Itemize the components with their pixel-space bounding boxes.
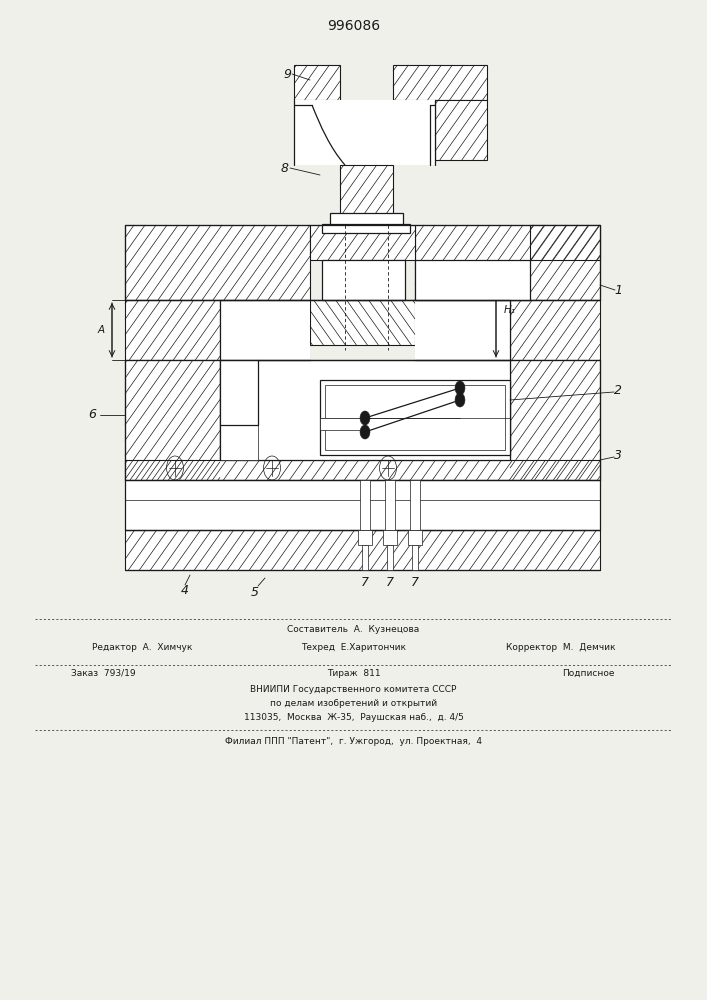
Text: по делам изобретений и открытий: по делам изобретений и открытий	[270, 698, 437, 708]
Bar	[435, 100, 487, 160]
Bar	[320, 418, 365, 430]
Circle shape	[455, 381, 465, 395]
Text: Филиал ППП "Патент",  г. Ужгород,  ул. Проектная,  4: Филиал ППП "Патент", г. Ужгород, ул. Про…	[225, 738, 482, 746]
Bar	[322, 224, 410, 233]
Text: 3: 3	[614, 449, 622, 462]
Bar	[510, 300, 600, 360]
Bar	[125, 360, 220, 480]
Text: Тираж  811: Тираж 811	[327, 668, 380, 678]
Text: H: H	[490, 275, 498, 285]
Bar	[125, 225, 310, 300]
Bar	[383, 530, 397, 545]
Bar	[530, 225, 600, 260]
Bar	[408, 530, 422, 545]
Bar	[410, 480, 420, 530]
Bar	[362, 545, 368, 570]
Text: Техред  Е.Харитончик: Техред Е.Харитончик	[301, 643, 406, 652]
Bar	[125, 530, 600, 570]
Bar	[125, 460, 600, 480]
Bar	[387, 545, 393, 570]
Bar	[393, 65, 487, 100]
Text: 4: 4	[181, 583, 189, 596]
Text: h: h	[345, 394, 351, 404]
Text: 2: 2	[614, 383, 622, 396]
Bar	[415, 300, 510, 360]
Text: 1: 1	[614, 284, 622, 296]
Text: H₁: H₁	[504, 305, 516, 315]
Text: ВНИИПИ Государственного комитета СССР: ВНИИПИ Государственного комитета СССР	[250, 684, 457, 694]
Text: Заказ  793/19: Заказ 793/19	[71, 668, 135, 678]
Text: Подписное: Подписное	[563, 668, 615, 678]
Bar	[310, 225, 415, 260]
Bar	[294, 100, 435, 165]
Bar	[320, 380, 510, 455]
Bar	[220, 360, 510, 460]
Text: 6: 6	[88, 408, 96, 422]
Bar	[385, 480, 395, 530]
Text: 8: 8	[281, 161, 289, 174]
Bar	[322, 260, 405, 300]
Circle shape	[455, 393, 465, 407]
Bar	[220, 300, 310, 360]
Bar	[415, 225, 600, 300]
Text: 9: 9	[283, 68, 291, 81]
Text: Редактор  А.  Химчук: Редактор А. Химчук	[92, 643, 192, 652]
Bar	[340, 165, 393, 225]
Bar	[294, 65, 340, 100]
Circle shape	[360, 411, 370, 425]
Text: 7: 7	[411, 575, 419, 588]
Text: Корректор  М.  Демчик: Корректор М. Демчик	[506, 643, 615, 652]
Text: 5: 5	[251, 586, 259, 599]
Text: А: А	[98, 325, 105, 335]
Bar	[220, 360, 258, 460]
Bar	[358, 530, 372, 545]
Bar	[310, 300, 415, 345]
Bar	[125, 480, 600, 530]
Text: Составитель  А.  Кузнецова: Составитель А. Кузнецова	[287, 624, 420, 634]
Text: 7: 7	[361, 575, 369, 588]
Bar	[360, 480, 370, 530]
Text: 7: 7	[386, 575, 394, 588]
Bar	[412, 545, 418, 570]
Bar	[125, 300, 220, 360]
Bar	[330, 213, 403, 228]
Circle shape	[360, 425, 370, 439]
Bar	[510, 360, 600, 480]
Bar	[325, 385, 505, 450]
Bar	[415, 260, 530, 300]
Text: 113035,  Москва  Ж-35,  Раушская наб.,  д. 4/5: 113035, Москва Ж-35, Раушская наб., д. 4…	[244, 712, 463, 721]
Text: 996086: 996086	[327, 19, 380, 33]
